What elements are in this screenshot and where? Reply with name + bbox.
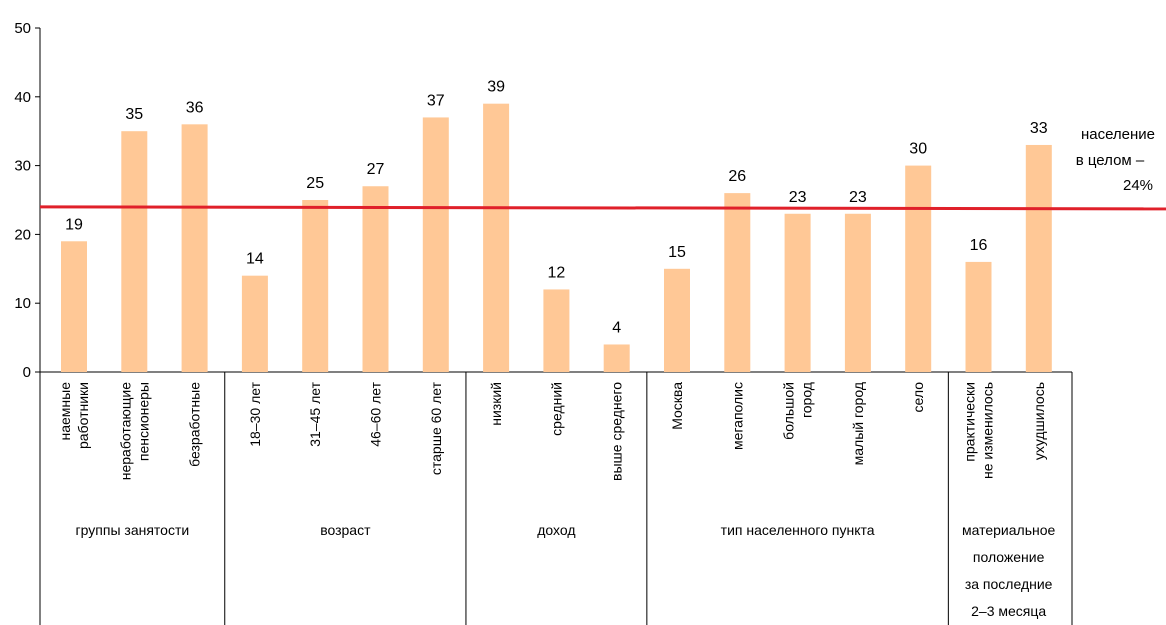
category-label: пенсионеры: [135, 382, 151, 461]
value-label: 23: [849, 189, 867, 206]
bar: [543, 289, 570, 372]
bar: [905, 165, 932, 372]
bar: [724, 193, 751, 372]
value-label: 4: [612, 319, 621, 336]
y-tick-label: 0: [23, 364, 31, 381]
bar: [664, 268, 690, 372]
value-label: 25: [306, 175, 324, 192]
bar: [121, 131, 148, 372]
value-label: 36: [186, 99, 204, 116]
bar: [1025, 144, 1052, 372]
value-label: 30: [909, 141, 927, 158]
category-label: город: [799, 382, 815, 418]
value-labels: 19 35 36 14 25 27 37 39 12 4 15 26 23 23 30 16 33: [65, 79, 1048, 337]
category-label: старше 60 лет: [428, 381, 444, 475]
group-labels: группы занятости возраст доход тип населенн…: [76, 372, 1073, 625]
bar: [61, 241, 87, 372]
y-tick-label: 30: [14, 158, 31, 175]
reference-line: население в целом – 24%: [39, 126, 1166, 211]
group-label: возраст: [320, 522, 371, 538]
bar: [483, 103, 510, 373]
reference-label: население: [1081, 126, 1155, 143]
group-label: тип населенного пункта: [721, 522, 875, 538]
bar: [965, 261, 992, 372]
category-labels: наемные работники неработающие пенсионеры бе…: [57, 381, 1047, 481]
bar: [784, 213, 811, 372]
category-label: село: [910, 382, 926, 413]
value-label: 27: [367, 161, 385, 178]
category-label: 31–45 лет: [307, 381, 323, 446]
group-label: материальное: [962, 522, 1056, 538]
bar: [422, 117, 449, 372]
bar: [302, 200, 329, 372]
y-tick-label: 10: [14, 295, 31, 312]
category-label: низкий: [488, 382, 504, 426]
y-tick-label: 20: [14, 226, 31, 243]
category-label: мегаполис: [729, 382, 745, 450]
value-label: 12: [548, 264, 566, 281]
category-label: выше среднего: [609, 382, 625, 481]
category-label: 18–30 лет: [247, 381, 263, 446]
bar: [241, 275, 268, 372]
category-label: малый город: [850, 382, 866, 465]
bar: [844, 213, 871, 372]
bars: [61, 103, 1052, 373]
reference-label: 24%: [1123, 177, 1153, 194]
category-label: 46–60 лет: [368, 381, 384, 446]
group-label: доход: [537, 522, 575, 538]
bar: [181, 124, 208, 372]
value-label: 19: [65, 216, 83, 233]
group-label: за последние: [965, 576, 1053, 592]
category-label: не изменилось: [980, 382, 996, 479]
value-label: 23: [789, 189, 807, 206]
category-label: средний: [548, 382, 564, 436]
reference-label: в целом –: [1076, 152, 1145, 169]
category-label: практически: [962, 382, 978, 462]
value-label: 37: [427, 92, 445, 109]
group-label: положение: [973, 549, 1045, 565]
category-label: работники: [75, 382, 91, 449]
category-label: наемные: [57, 382, 73, 441]
y-tick-label: 40: [14, 89, 31, 106]
category-label: ухудшилось: [1031, 382, 1047, 460]
value-label: 14: [246, 251, 264, 268]
value-label: 26: [728, 168, 746, 185]
value-label: 16: [970, 237, 988, 254]
group-label: группы занятости: [76, 522, 190, 538]
value-label: 15: [668, 244, 686, 261]
value-label: 35: [125, 106, 143, 123]
category-label: Москва: [669, 382, 685, 430]
reference-line-stroke: [39, 205, 1166, 211]
category-label: неработающие: [117, 382, 133, 480]
bar: [362, 186, 389, 372]
category-label: безработные: [187, 382, 203, 467]
group-label: 2–3 месяца: [971, 603, 1046, 619]
value-label: 39: [487, 79, 505, 96]
value-label: 33: [1030, 120, 1048, 137]
bar: [603, 344, 630, 372]
y-tick-label: 50: [14, 20, 31, 37]
category-label: большой: [781, 382, 797, 440]
